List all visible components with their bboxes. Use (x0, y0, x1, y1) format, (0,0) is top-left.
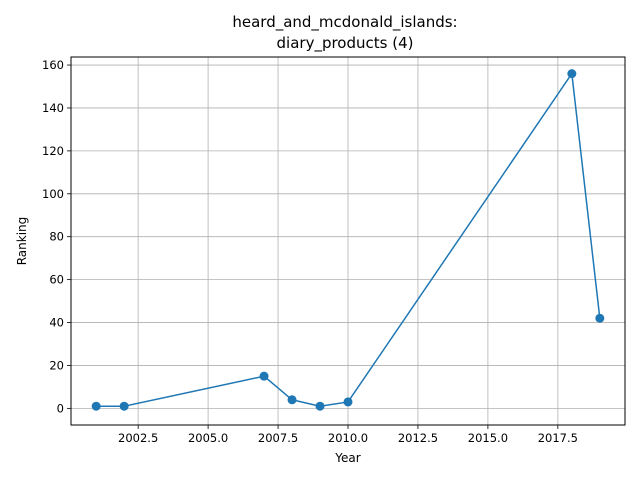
chart-title-line-2: diary_products (4) (277, 34, 414, 53)
y-tick-label: 140 (42, 101, 64, 115)
ticks: 2002.5 2005.0 2007.5 2010.0 2012.5 2015.0 2017… (42, 58, 578, 445)
series-line (96, 71, 601, 407)
chart-title-line-1: heard_and_mcdonald_islands: (232, 13, 457, 32)
data-point (343, 397, 353, 407)
data-point (259, 371, 269, 381)
y-tick-label: 80 (49, 230, 64, 244)
data-point (315, 401, 325, 411)
y-tick-label: 160 (42, 58, 64, 72)
y-tick-label: 40 (49, 316, 64, 330)
x-tick-label: 2017.5 (538, 431, 578, 445)
data-point (119, 401, 129, 411)
series-layer (91, 69, 605, 411)
data-point (287, 395, 297, 405)
data-point (567, 69, 577, 79)
data-point (595, 313, 605, 323)
x-tick-label: 2015.0 (468, 431, 508, 445)
y-axis-label: Ranking (15, 217, 29, 266)
x-tick-label: 2002.5 (118, 431, 158, 445)
x-tick-label: 2007.5 (258, 431, 298, 445)
x-axis-label: Year (334, 451, 360, 465)
y-tick-label: 100 (42, 187, 64, 201)
x-tick-label: 2010.0 (328, 431, 368, 445)
grid (71, 57, 625, 425)
y-tick-label: 20 (49, 358, 64, 372)
x-tick-label: 2012.5 (398, 431, 438, 445)
y-tick-label: 120 (42, 144, 64, 158)
data-point (91, 401, 101, 411)
y-tick-label: 0 (57, 401, 64, 415)
x-tick-label: 2005.0 (188, 431, 228, 445)
y-tick-label: 60 (49, 273, 64, 287)
